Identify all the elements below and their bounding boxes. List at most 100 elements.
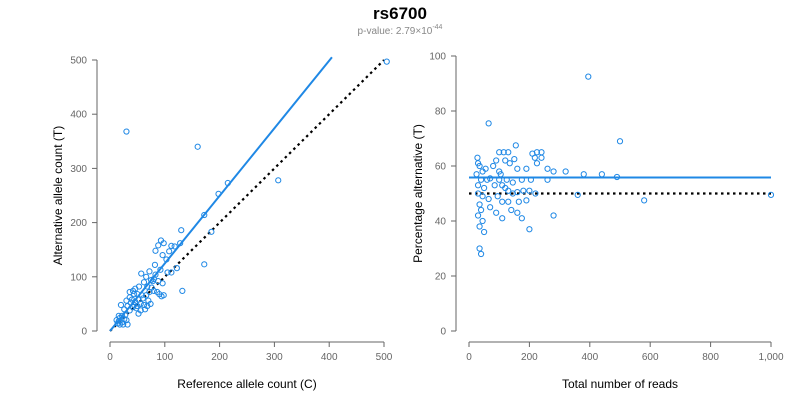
y-tick-label: 300 — [70, 164, 87, 175]
data-point — [493, 209, 500, 216]
data-point — [544, 176, 551, 183]
data-point — [477, 176, 485, 183]
data-point — [538, 154, 545, 161]
y-tick-label: 100 — [429, 52, 446, 63]
y-tick-label: 20 — [435, 272, 447, 283]
data-point — [496, 176, 503, 183]
data-point — [531, 154, 538, 161]
x-tick-label: 600 — [642, 352, 659, 363]
x-tick-label: 800 — [702, 352, 719, 363]
data-point — [511, 156, 518, 163]
data-point — [160, 240, 167, 247]
data-point — [499, 198, 506, 205]
data-point — [137, 300, 144, 307]
data-point — [533, 149, 541, 156]
data-point — [598, 171, 605, 178]
data-point — [506, 160, 513, 167]
data-point — [505, 187, 512, 194]
data-point — [487, 175, 494, 182]
data-point — [164, 269, 171, 276]
data-point — [168, 269, 175, 276]
data-point — [532, 190, 539, 197]
data-point — [523, 197, 530, 204]
data-point — [515, 198, 522, 205]
data-point — [138, 292, 145, 299]
data-point — [476, 201, 483, 208]
data-point — [178, 227, 185, 234]
x-tick-label: 300 — [266, 352, 283, 363]
data-point — [123, 128, 130, 135]
data-point — [474, 154, 481, 161]
y-axis-label: Percentage alternative (T) — [411, 124, 425, 263]
data-point — [159, 252, 166, 259]
data-point — [145, 297, 152, 304]
data-point — [496, 149, 503, 156]
data-point — [474, 190, 482, 197]
y-tick-label: 400 — [70, 110, 87, 121]
data-point — [500, 149, 507, 156]
x-tick-label: 1,000 — [758, 352, 783, 363]
data-point — [141, 306, 149, 313]
data-point — [481, 184, 488, 192]
data-point — [518, 176, 525, 183]
data-point — [585, 73, 592, 80]
data-point — [159, 280, 166, 287]
data-point — [157, 266, 164, 273]
x-tick-label: 100 — [156, 352, 173, 363]
data-point — [508, 206, 515, 214]
data-point — [171, 243, 178, 250]
data-point — [126, 307, 133, 314]
data-point — [150, 287, 157, 294]
y-tick-label: 80 — [435, 107, 447, 118]
y-tick-label: 60 — [435, 162, 447, 173]
data-point — [168, 242, 175, 250]
data-point — [120, 321, 127, 328]
data-point — [514, 165, 521, 172]
data-point — [138, 270, 145, 277]
x-tick-label: 200 — [521, 352, 538, 363]
chart-subtitle: p-value: 2.79×10-44 — [358, 24, 443, 37]
data-point — [613, 173, 621, 181]
data-point — [129, 287, 137, 294]
data-point — [574, 191, 581, 198]
data-point — [484, 176, 491, 183]
x-axis-label: Reference allele count (C) — [177, 377, 316, 391]
data-point — [503, 176, 510, 183]
x-tick-label: 500 — [376, 352, 393, 363]
x-tick-label: 0 — [107, 352, 113, 363]
subtitle-prefix: p-value: 2.79×10 — [358, 26, 433, 37]
data-point — [144, 283, 151, 290]
data-point — [201, 261, 208, 268]
data-point — [550, 168, 557, 175]
data-point — [512, 142, 519, 149]
y-tick-label: 500 — [70, 56, 87, 67]
data-point — [143, 292, 150, 299]
data-point — [641, 197, 648, 204]
data-point — [514, 189, 521, 196]
chart-title: rs6700 — [373, 4, 427, 23]
data-point — [473, 171, 480, 178]
data-point — [115, 312, 122, 319]
data-point — [499, 215, 506, 222]
data-point — [151, 261, 159, 268]
data-point — [140, 279, 148, 286]
x-tick-label: 200 — [211, 352, 228, 363]
data-point — [477, 206, 485, 214]
data-point — [482, 165, 489, 172]
data-point — [494, 193, 501, 200]
data-point — [146, 268, 153, 275]
data-point — [487, 204, 494, 211]
x-tick-label: 400 — [581, 352, 598, 363]
data-point — [163, 256, 170, 263]
data-point — [580, 171, 587, 178]
data-point — [140, 301, 148, 309]
data-point — [533, 160, 541, 167]
data-point — [224, 179, 231, 187]
y-tick-label: 0 — [440, 327, 446, 338]
data-point — [124, 321, 131, 328]
data-point — [479, 217, 486, 225]
data-point — [485, 120, 492, 127]
data-point — [173, 265, 180, 272]
data-point — [117, 301, 125, 309]
y-tick-label: 100 — [70, 272, 87, 283]
